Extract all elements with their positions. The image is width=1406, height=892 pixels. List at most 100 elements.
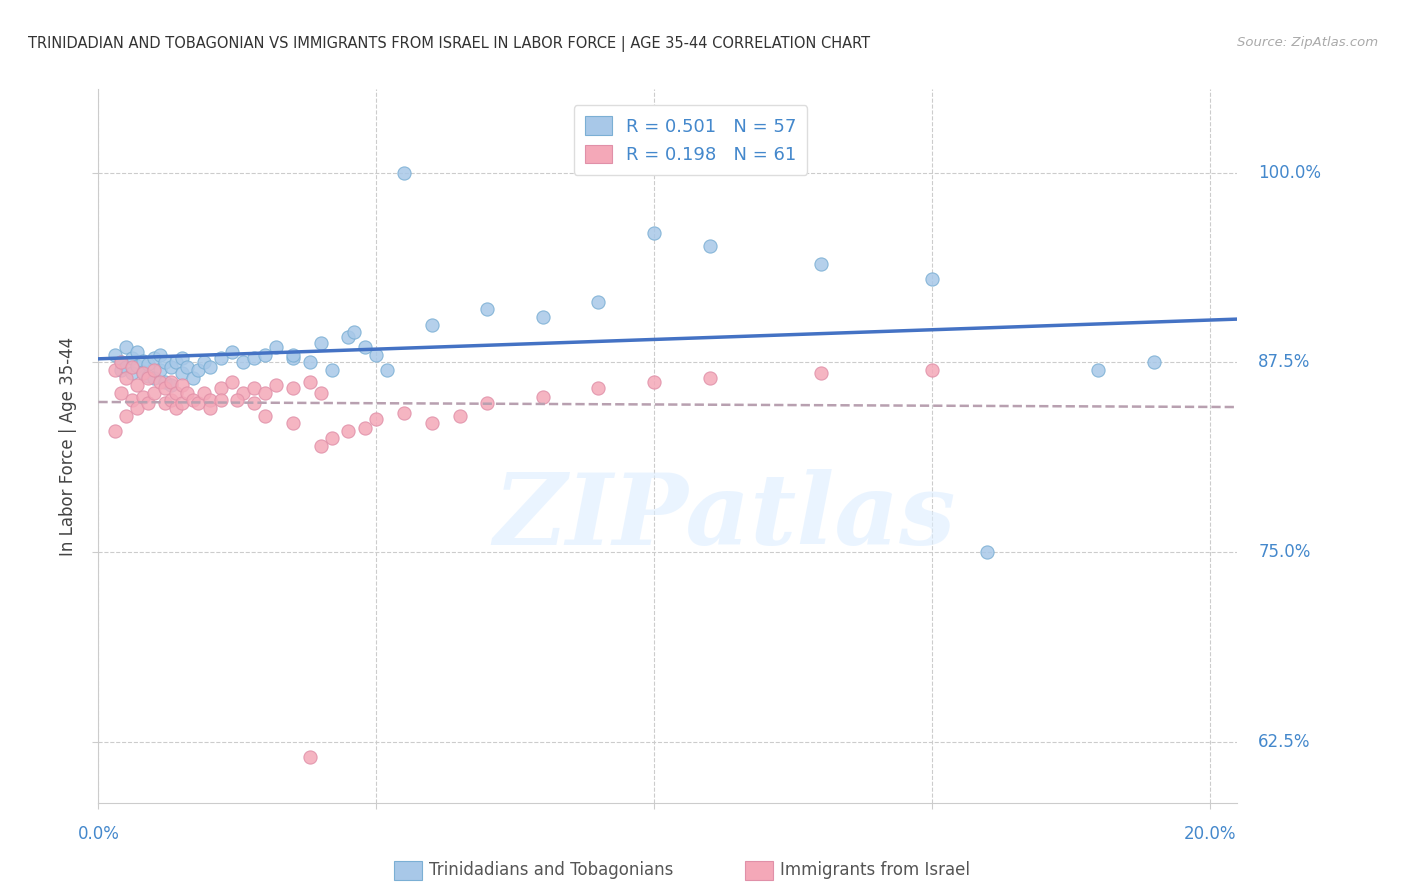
Point xyxy=(198,401,221,415)
Point xyxy=(187,396,209,410)
Point xyxy=(643,227,665,241)
Point xyxy=(170,366,193,380)
Point xyxy=(209,393,232,408)
Point xyxy=(221,376,243,390)
Point xyxy=(143,370,166,384)
Point xyxy=(170,396,193,410)
Point xyxy=(298,750,321,764)
Point xyxy=(153,355,176,369)
Point xyxy=(132,365,155,379)
Point xyxy=(159,359,181,374)
Text: Trinidadians and Tobagonians: Trinidadians and Tobagonians xyxy=(429,861,673,879)
Point xyxy=(531,391,554,405)
Point xyxy=(148,363,170,377)
Point xyxy=(643,376,665,390)
Point xyxy=(309,439,332,453)
Point xyxy=(298,376,321,390)
Point xyxy=(198,359,221,374)
Point xyxy=(232,355,254,369)
Point xyxy=(132,354,155,368)
Point xyxy=(699,370,721,384)
Point xyxy=(243,351,266,365)
Point xyxy=(477,302,499,317)
Point xyxy=(232,385,254,400)
Point xyxy=(309,385,332,400)
Point xyxy=(193,355,215,369)
Point xyxy=(127,359,149,373)
Point xyxy=(176,385,198,400)
Point xyxy=(115,340,138,354)
Point xyxy=(159,393,181,408)
Point xyxy=(153,381,176,395)
Point xyxy=(198,393,221,408)
Point xyxy=(321,431,343,445)
Point xyxy=(138,396,160,410)
Text: 20.0%: 20.0% xyxy=(1184,825,1236,843)
Text: 87.5%: 87.5% xyxy=(1258,353,1310,371)
Text: 62.5%: 62.5% xyxy=(1258,733,1310,751)
Point xyxy=(127,378,149,392)
Point xyxy=(143,363,166,377)
Point xyxy=(143,351,166,365)
Point xyxy=(337,329,360,343)
Point xyxy=(127,344,149,359)
Point xyxy=(148,348,170,362)
Point xyxy=(170,351,193,365)
Point xyxy=(449,409,471,423)
Point xyxy=(209,381,232,395)
Point xyxy=(110,355,132,369)
Point xyxy=(531,310,554,324)
Text: TRINIDADIAN AND TOBAGONIAN VS IMMIGRANTS FROM ISRAEL IN LABOR FORCE | AGE 35-44 : TRINIDADIAN AND TOBAGONIAN VS IMMIGRANTS… xyxy=(28,36,870,52)
Point xyxy=(1087,363,1109,377)
Point xyxy=(281,381,304,395)
Point xyxy=(138,369,160,384)
Point xyxy=(159,376,181,390)
Point xyxy=(121,351,143,365)
Point xyxy=(810,366,832,380)
Point xyxy=(153,396,176,410)
Point xyxy=(143,385,166,400)
Text: 0.0%: 0.0% xyxy=(77,825,120,843)
Point xyxy=(170,378,193,392)
Point xyxy=(321,363,343,377)
Point xyxy=(243,396,266,410)
Text: Source: ZipAtlas.com: Source: ZipAtlas.com xyxy=(1237,36,1378,49)
Point xyxy=(115,359,138,374)
Point xyxy=(138,357,160,371)
Point xyxy=(165,401,187,415)
Point xyxy=(110,355,132,369)
Point xyxy=(115,409,138,423)
Point xyxy=(187,363,209,377)
Point xyxy=(921,363,943,377)
Point xyxy=(127,401,149,415)
Point xyxy=(209,351,232,365)
Point xyxy=(181,393,204,408)
Text: 100.0%: 100.0% xyxy=(1258,164,1322,182)
Point xyxy=(366,348,388,362)
Point xyxy=(121,366,143,380)
Point xyxy=(337,424,360,438)
Point xyxy=(976,545,998,559)
Legend: R = 0.501   N = 57, R = 0.198   N = 61: R = 0.501 N = 57, R = 0.198 N = 61 xyxy=(574,105,807,175)
Point xyxy=(121,359,143,374)
Point xyxy=(375,363,398,377)
Point xyxy=(104,424,127,438)
Point xyxy=(148,376,170,390)
Point xyxy=(226,393,249,408)
Point xyxy=(132,391,155,405)
Point xyxy=(110,385,132,400)
Point xyxy=(392,166,415,180)
Point xyxy=(181,370,204,384)
Point xyxy=(110,363,132,377)
Point xyxy=(221,344,243,359)
Point xyxy=(281,416,304,430)
Text: ZIPatlas: ZIPatlas xyxy=(494,469,956,566)
Point xyxy=(176,359,198,374)
Point xyxy=(420,318,443,332)
Point xyxy=(298,355,321,369)
Point xyxy=(281,351,304,365)
Point xyxy=(243,381,266,395)
Point xyxy=(477,396,499,410)
Point xyxy=(281,348,304,362)
Point xyxy=(165,385,187,400)
